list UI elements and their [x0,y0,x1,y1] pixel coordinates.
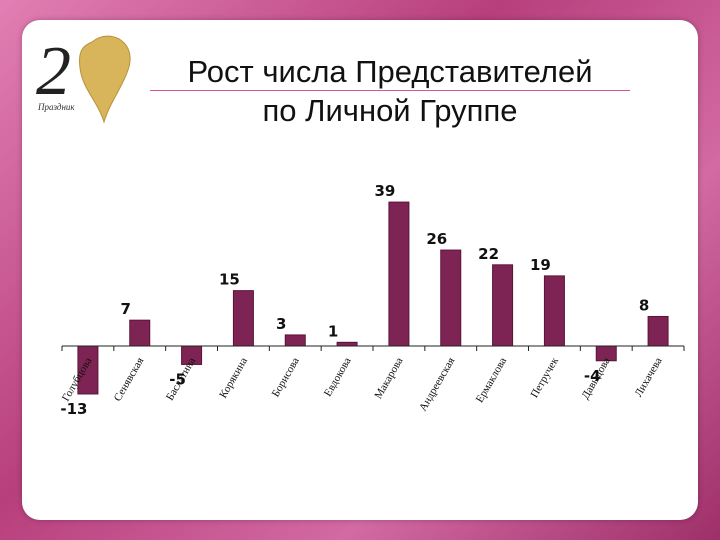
category-label-11: Лихачева [633,355,665,399]
page-title: Рост числа Представителей по Личной Груп… [140,52,640,130]
value-label-5: 1 [328,322,338,340]
value-label-7: 26 [426,230,447,248]
value-label-0: -13 [60,400,87,418]
category-label-1: Сенявская [112,356,147,404]
value-label-11: 8 [639,296,649,314]
category-label-7: Андреевская [417,356,457,414]
title-line-1: Рост числа Представителей [187,54,593,89]
bar-9 [543,275,565,347]
value-label-6: 39 [374,182,395,200]
category-label-4: Борисова [270,355,302,399]
category-label-3: Корякина [217,355,250,400]
category-labels: Голубцова Сенявская Баслатина Корякина Борис… [60,355,665,413]
bar-8 [492,264,514,347]
x-axis-ticks [61,346,685,351]
value-label-2: -5 [169,370,186,388]
title-line-2: по Личной Группе [262,93,518,128]
value-label-10: -4 [584,367,601,385]
bar-4 [284,334,306,347]
value-label-4: 3 [276,315,286,333]
value-label-8: 22 [478,245,499,263]
gold-heart-logo-icon: 2 Праздник [36,33,131,124]
category-label-8: Ермаклова [474,355,509,404]
value-label-1: 7 [121,300,131,318]
value-label-9: 19 [530,256,551,274]
bar-6 [388,201,410,347]
category-label-5: Евдокова [322,355,354,398]
slide-panel [22,20,698,520]
title-divider [150,90,630,91]
value-label-3: 15 [219,271,240,289]
data-labels: -13 7 -5 15 3 1 39 26 22 19 -4 8 [60,182,649,418]
category-label-6: Макарова [372,355,405,401]
bar-11 [647,315,669,347]
bar-3 [232,290,254,347]
logo-small-text: Праздник [37,102,75,112]
bar-7 [440,249,462,347]
bar-5 [336,341,358,347]
logo-numeral: 2 [36,33,71,110]
category-label-9: Петручек [528,355,561,400]
bars-group [77,201,669,395]
bar-1 [129,319,151,347]
